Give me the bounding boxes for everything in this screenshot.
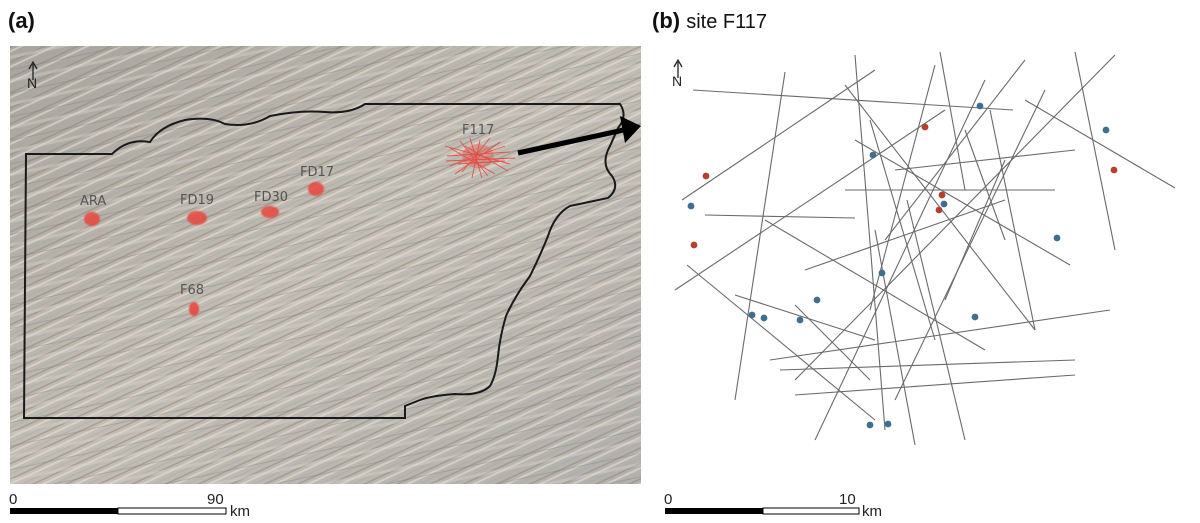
site-f117-detail: N [672, 51, 1176, 446]
scale-b-start: 0 [664, 491, 672, 508]
study-area-boundary [22, 103, 625, 419]
red-stations [690, 123, 1118, 249]
site-fd17: FD17 [300, 165, 334, 196]
panel-b-letter: (b) [652, 8, 681, 33]
site-label-f117: F117 [462, 123, 494, 138]
north-label: N [27, 75, 37, 91]
scale-a-end: 90 [207, 491, 224, 508]
scale-a-start: 0 [9, 491, 17, 508]
site-label-ara: ARA [80, 194, 106, 209]
scale-bar-b: 0 10 km [664, 491, 882, 520]
scale-b-unit: km [862, 503, 882, 520]
north-arrow: N [27, 60, 38, 91]
blue-stations [687, 102, 1110, 429]
site-label-fd17: FD17 [300, 165, 334, 180]
terrain-map: N ARA FD19 FD30 FD17 F117 [10, 46, 641, 484]
site-ara: ARA [80, 194, 106, 226]
north-label-b: N [672, 73, 682, 89]
panel-b-subtitle: site F117 [686, 11, 767, 33]
site-label-fd30: FD30 [254, 190, 288, 205]
profile-lines [674, 51, 1176, 446]
site-f68: F68 [180, 283, 204, 316]
scale-b-end: 10 [839, 491, 856, 508]
site-label-f68: F68 [180, 283, 204, 298]
panel-b-label: (b) site F117 [652, 8, 767, 34]
scale-a-unit: km [230, 503, 250, 520]
zoom-arrow [517, 116, 641, 156]
site-fd19: FD19 [180, 193, 214, 225]
panel-a-label: (a) [8, 8, 35, 33]
site-f117: F117 [444, 123, 516, 179]
site-label-fd19: FD19 [180, 193, 214, 208]
north-arrow-b: N [672, 58, 683, 89]
scale-bar-a: 0 90 km [9, 491, 250, 520]
site-fd30: FD30 [254, 190, 288, 218]
